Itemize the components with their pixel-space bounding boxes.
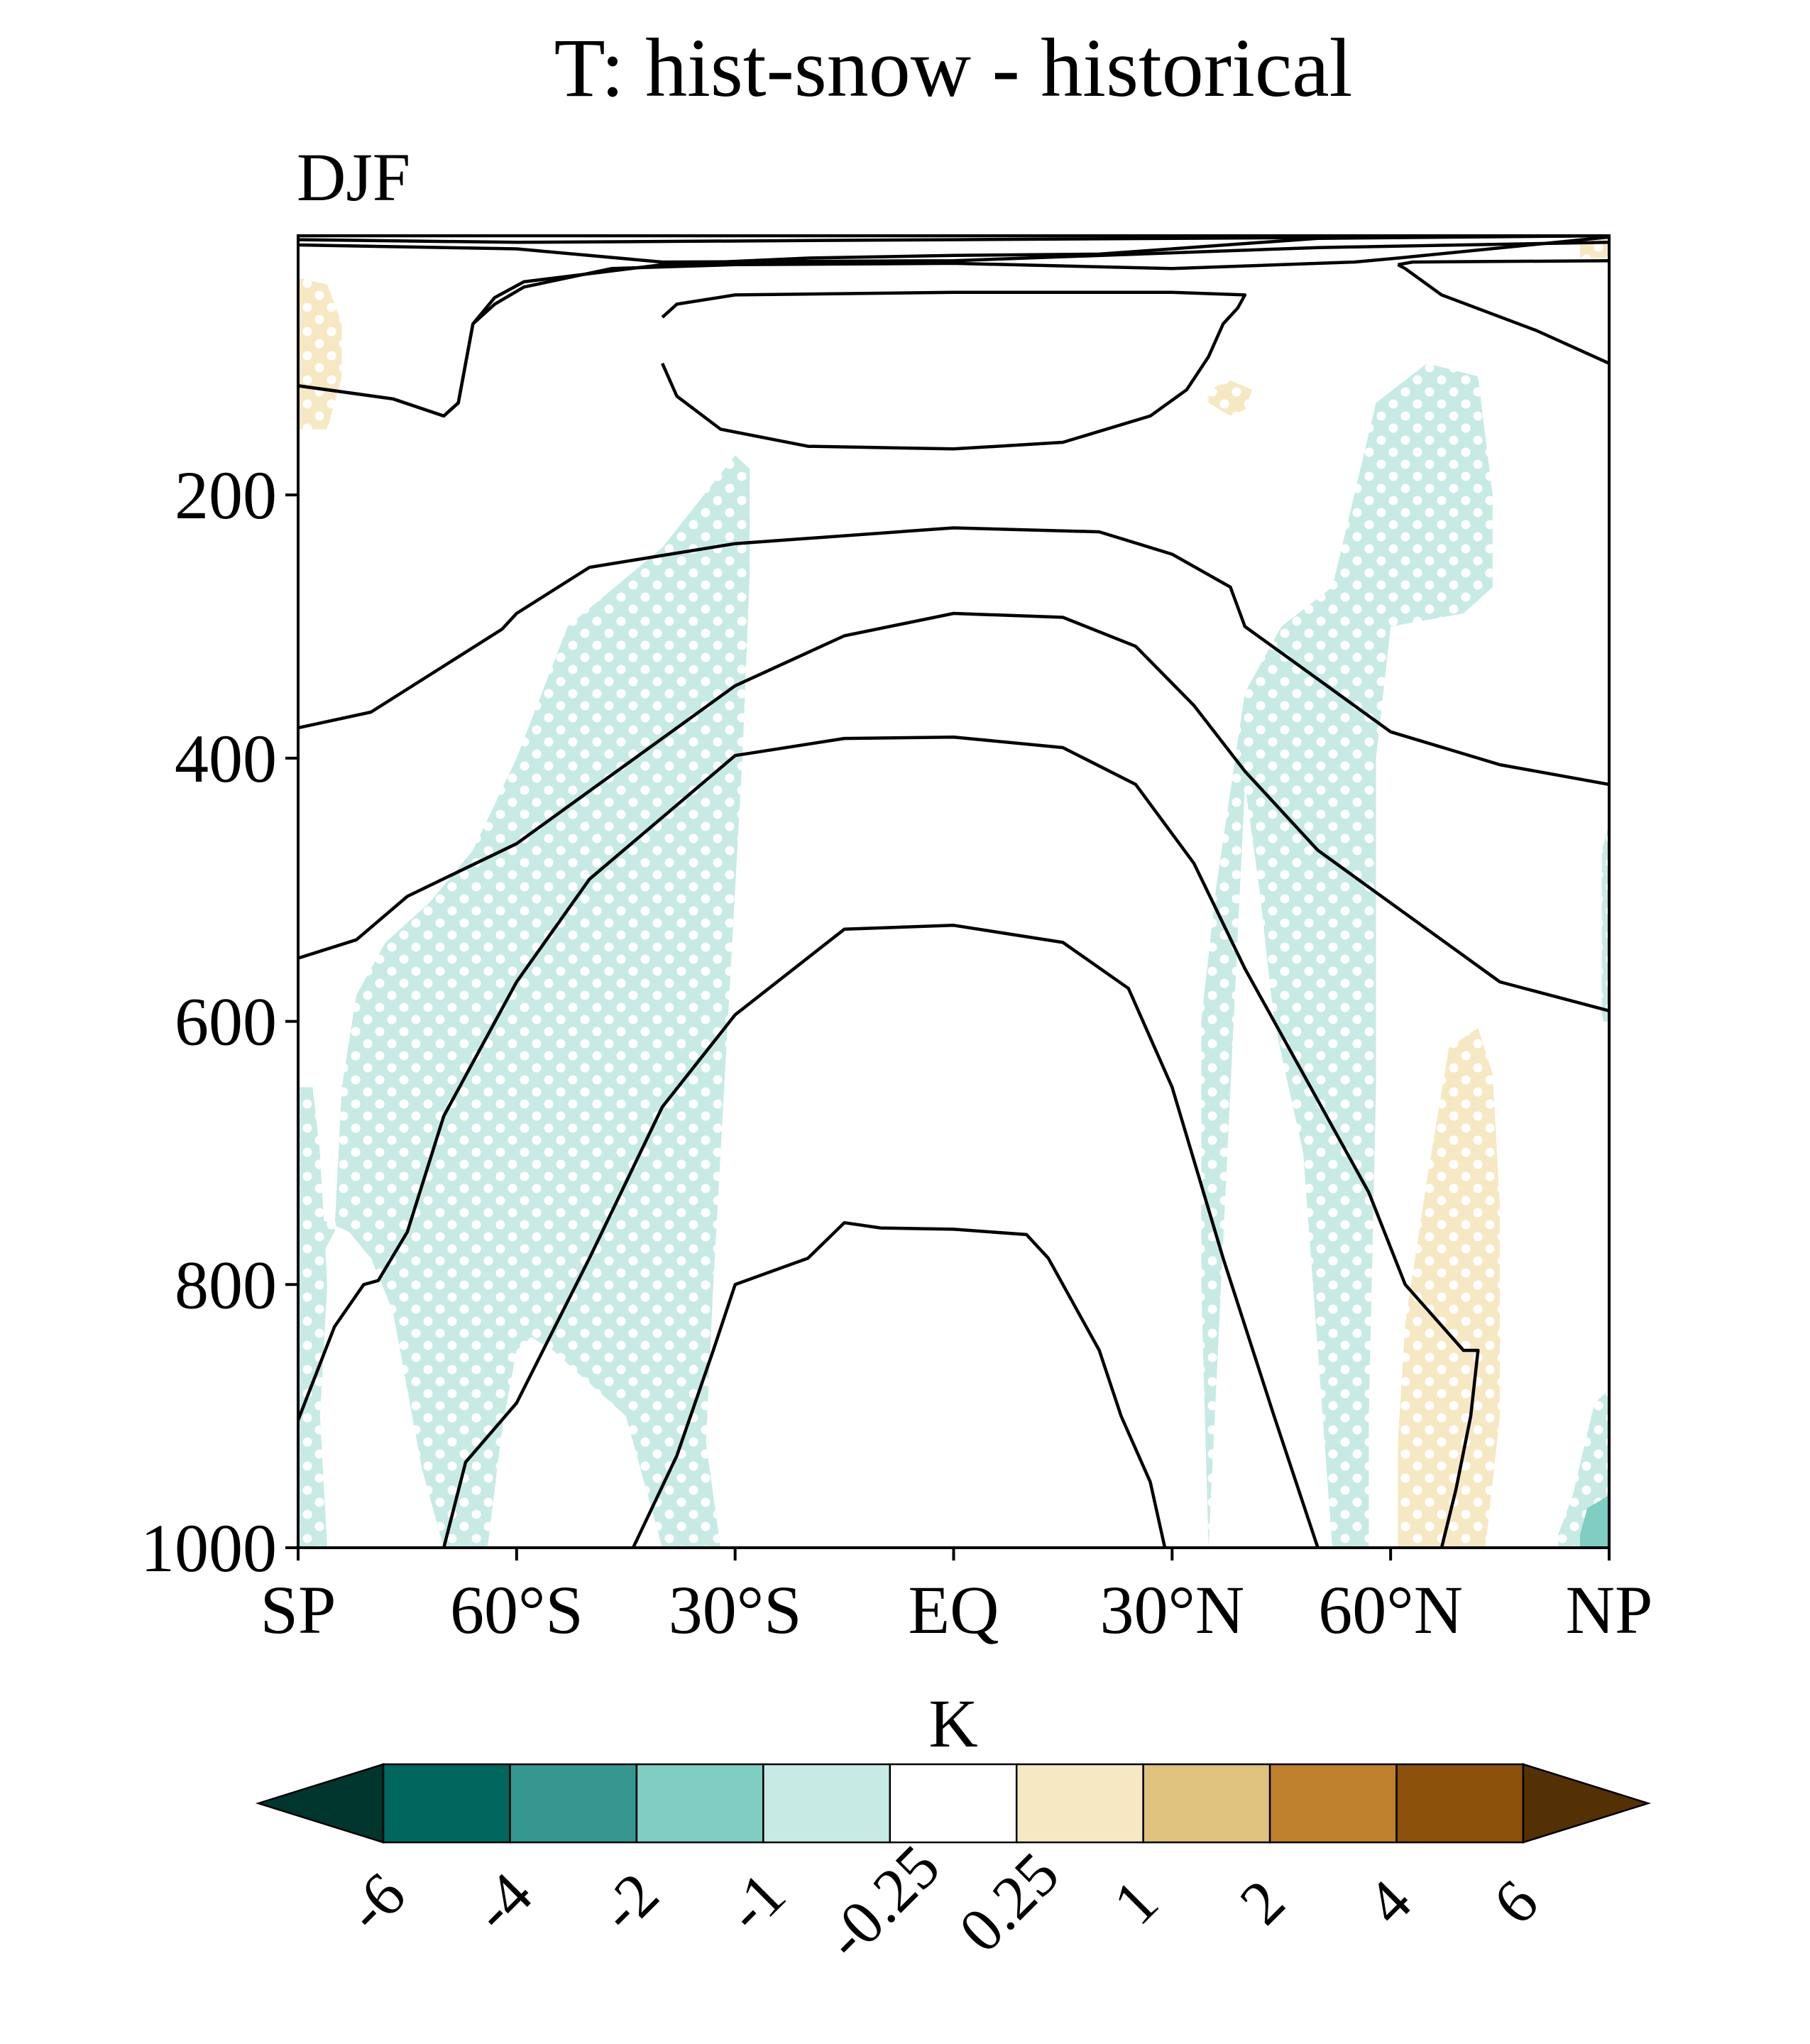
colorbar-tick-label: 6 [1481,1867,1552,1938]
colorbar-tick-label: 1 [1101,1867,1172,1938]
y-tick-label: 800 [175,1247,277,1323]
chart-title: T: hist-snow - historical [554,21,1353,114]
colorbar-tick-label: -1 [713,1860,799,1945]
colorbar-cell [889,1763,1018,1844]
stipple-region [298,1087,327,1548]
contour-line [298,236,1609,418]
colorbar-extend-high [1522,1763,1652,1844]
shaded-region [1580,1494,1609,1548]
colorbar-cell [1395,1763,1525,1844]
x-tick-label: NP [1566,1572,1653,1648]
colorbar-label: K [928,1685,977,1761]
contour-line [298,241,1609,264]
y-tick-label: 400 [175,721,277,797]
x-tick-label: 60°S [450,1572,583,1648]
colorbar-cells [255,1763,1652,1844]
contour-line [298,611,1609,1012]
x-tick-label: 60°N [1318,1572,1463,1648]
stipple-region [1601,824,1609,1022]
x-tick-label: SP [260,1572,336,1648]
x-tick-label: EQ [909,1572,999,1648]
plot-area [297,234,1611,1549]
colorbar-tick-label: 4 [1354,1867,1425,1938]
contour-layer [298,236,1609,1548]
contour-line [298,735,1480,1548]
x-tick-label: 30°N [1099,1572,1244,1648]
stipple-region [1398,1027,1501,1548]
colorbar-tick-label: -2 [587,1860,672,1945]
colorbar-cell [1015,1763,1144,1844]
colorbar-cell [1268,1763,1398,1844]
y-tick-label: 600 [175,984,277,1060]
contour-line [661,290,1247,451]
colorbar-tick-label: 0.25 [946,1840,1072,1965]
colorbar-tick-label: 2 [1227,1867,1298,1938]
colorbar-tick-labels: -6 -4 -2 -1 -0.250.25 1 2 4 6 [334,1832,1552,1973]
colorbar-cell [762,1763,892,1844]
contour-line [1398,258,1609,267]
stipple-region [298,455,750,1548]
stipple-region [1201,363,1493,1548]
contour-line [298,526,1609,787]
contour-line [442,924,1320,1548]
colorbar-cell [635,1763,764,1844]
stipple-region [1208,380,1253,416]
colorbar-extend-low [255,1763,385,1844]
season-label: DJF [297,139,410,215]
shaded-anomaly-layer [298,236,1609,1548]
contour-line [631,1220,1167,1548]
y-axis: 200 400 600 800 1000 [141,457,298,1586]
colorbar-tick-label: -0.25 [813,1832,953,1973]
colorbar: K -6 -4 -2 -1 -0.250.25 1 2 4 6 [255,1685,1652,1973]
colorbar-tick-label: -4 [460,1860,545,1945]
y-tick-label: 1000 [141,1510,277,1586]
colorbar-cell [1142,1763,1271,1844]
colorbar-cell [382,1763,511,1844]
colorbar-tick-label: -6 [334,1860,419,1945]
x-axis: SP 60°S 30°S EQ 30°N 60°N NP [260,1548,1653,1648]
colorbar-cell [509,1763,638,1844]
y-tick-label: 200 [175,457,277,533]
x-tick-label: 30°S [669,1572,802,1648]
contour-line [1397,263,1609,365]
